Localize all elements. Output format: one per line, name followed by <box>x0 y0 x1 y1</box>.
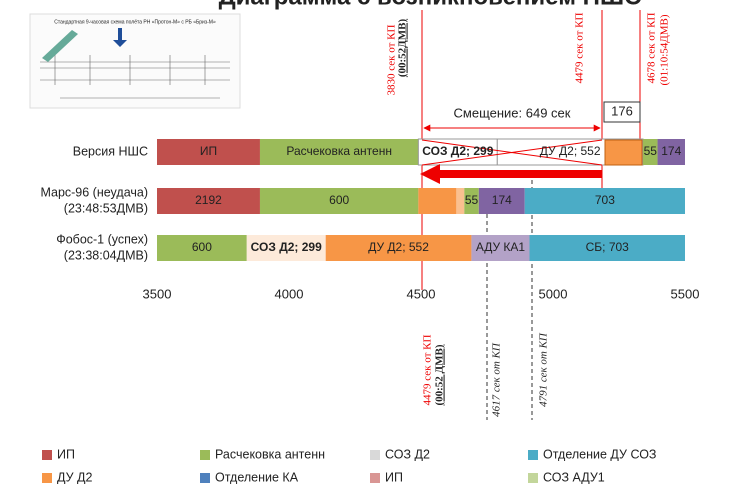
bar-segment <box>259 139 419 165</box>
legend-swatch <box>370 473 380 483</box>
plot <box>157 138 685 261</box>
cross <box>421 139 603 166</box>
segment-label: 600 <box>329 193 349 207</box>
segment-label: 55 <box>644 144 658 158</box>
legend-label: Расчековка антенн <box>215 447 325 461</box>
segment-label: ДУ Д2; 552 <box>368 240 429 254</box>
segment-label: 174 <box>661 144 681 158</box>
bar-segment <box>471 235 530 261</box>
legend-label: Отделение ДУ СОЗ <box>543 447 656 461</box>
legend-label: СОЗ АДУ1 <box>543 470 605 484</box>
segment-label: 600 <box>192 240 212 254</box>
marker-label: (01:10:54ДМВ) <box>659 14 671 85</box>
bar-segment <box>259 188 419 214</box>
segment-label: Расчековка антенн <box>286 144 392 158</box>
bar-segment <box>157 235 247 261</box>
bar-segment <box>657 139 685 165</box>
legend-swatch <box>42 450 52 460</box>
bar-segment <box>643 139 658 165</box>
legend-swatch <box>200 473 210 483</box>
legend-swatch <box>200 450 210 460</box>
segment-label: АДУ КА1 <box>476 240 526 254</box>
x-tick-label: 4000 <box>275 286 304 301</box>
row-label: Фобос-1 (успех) <box>56 232 148 246</box>
legend-swatch <box>528 450 538 460</box>
row-label: (23:48:53ДМВ) <box>64 201 148 215</box>
marker-label: 4678 сек от КП <box>646 12 658 83</box>
segment-label: 2192 <box>195 193 222 207</box>
segment-label: СБ; 703 <box>586 240 630 254</box>
marker-label: 4479 сек от КП <box>574 12 586 83</box>
annotations: 3830 сек от КП (00:52ДМВ) 4479 сек от КП… <box>386 10 671 420</box>
inset-lines <box>40 55 230 99</box>
segment-label: 55 <box>465 193 479 207</box>
bar-segment <box>418 188 457 214</box>
title: Диаграмма с возникновением НШС <box>219 0 642 10</box>
legend-label: ИП <box>57 447 75 461</box>
inset-rocket <box>42 30 78 62</box>
bar-segment <box>456 188 465 214</box>
segment-label: ДУ Д2; 552 <box>540 144 601 158</box>
marker-label: 4479 сек от КП <box>422 334 434 405</box>
marker-label: (00:52 ДМВ) <box>434 344 446 405</box>
box <box>603 101 641 123</box>
legend-label: ДУ Д2 <box>57 470 92 484</box>
legend-label: Отделение КА <box>215 470 299 484</box>
box-label: 176 <box>611 103 633 118</box>
marker-label: (00:52ДМВ) <box>397 19 409 78</box>
segment-label: ИП <box>200 144 217 158</box>
legend-label: СОЗ Д2 <box>385 447 430 461</box>
bar-segment <box>478 188 525 214</box>
x-tick-label: 3500 <box>143 286 172 301</box>
legend-swatch <box>42 473 52 483</box>
bar-segment <box>246 235 326 261</box>
marker-label: 4617 сек от КП <box>491 342 503 417</box>
bar-segment <box>157 139 260 165</box>
marker-label: 3830 сек от КП <box>386 24 398 95</box>
inset-arrow <box>113 28 127 47</box>
inset-frame <box>29 13 241 109</box>
legend-label: ИП <box>385 470 403 484</box>
segment-label: СОЗ Д2; 299 <box>251 240 322 254</box>
overlay: ИП Расчековка антенн СОЗ Д2; 299 ДУ Д2; 552… <box>192 139 682 254</box>
x-tick-label: 4500 <box>407 286 436 301</box>
shifted-block <box>604 139 643 166</box>
bar-segment <box>529 235 685 261</box>
legend-swatch <box>370 450 380 460</box>
x-tick-label: 5000 <box>539 286 568 301</box>
inset-title: Стандартная 9-часовая схема полёта РН «П… <box>54 19 216 25</box>
legend-swatch <box>528 473 538 483</box>
segment-label: СОЗ Д2; 299 <box>422 144 493 158</box>
bar-segment <box>157 188 260 214</box>
marker-label: 4791 сек от КП <box>538 332 550 407</box>
bar-segment <box>524 188 685 214</box>
row-label: (23:38:04ДМВ) <box>64 248 148 262</box>
segment-label: 174 <box>492 193 512 207</box>
row-label: Версия НШС <box>73 144 148 158</box>
row-label: Марс-96 (неудача) <box>40 185 148 199</box>
inset: Стандартная 9-часовая схема полёта РН «П… <box>29 13 241 109</box>
bar-segment <box>325 235 472 261</box>
x-tick-label: 5500 <box>671 286 700 301</box>
bar-segment <box>464 188 479 214</box>
shift-big-arrow <box>420 164 602 184</box>
segment-label: 703 <box>595 193 615 207</box>
shift-label: Смещение: 649 сек <box>454 105 571 120</box>
